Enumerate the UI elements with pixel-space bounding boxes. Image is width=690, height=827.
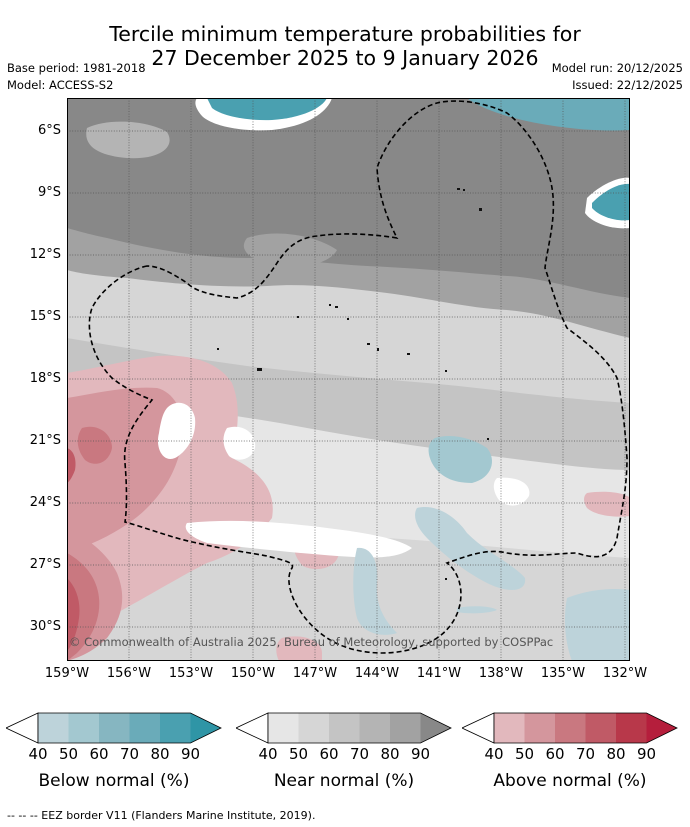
colorbar-under-triangle xyxy=(6,713,38,743)
above-swatch-80 xyxy=(616,713,647,743)
below-normal-colorbar xyxy=(6,712,222,744)
near-swatch-80 xyxy=(390,713,421,743)
near-normal-label: Near normal (%) xyxy=(236,771,452,791)
lat-label: 15°S xyxy=(0,309,61,324)
near-swatch-40 xyxy=(268,713,299,743)
lat-label: 30°S xyxy=(0,619,61,634)
near-tick: 80 xyxy=(375,745,405,763)
below-swatch-40 xyxy=(38,713,69,743)
below-normal-40-southeast xyxy=(565,589,630,661)
below-tick: 50 xyxy=(54,745,84,763)
title-line-1: Tercile minimum temperature probabilitie… xyxy=(0,22,690,46)
above-tick: 90 xyxy=(632,745,662,763)
above-swatch-70 xyxy=(586,713,617,743)
below-tick: 90 xyxy=(176,745,206,763)
below-tick: 40 xyxy=(23,745,53,763)
lon-label: 147°W xyxy=(285,666,345,681)
above-swatch-40 xyxy=(494,713,525,743)
meta-left: Base period: 1981-2018 Model: ACCESS-S2 xyxy=(7,60,146,94)
lat-label: 21°S xyxy=(0,433,61,448)
lon-label: 135°W xyxy=(533,666,593,681)
above-swatch-60 xyxy=(555,713,586,743)
lon-label: 159°W xyxy=(37,666,97,681)
above-tick: 70 xyxy=(571,745,601,763)
lat-label: 27°S xyxy=(0,557,61,572)
lat-label: 18°S xyxy=(0,371,61,386)
near-tick: 60 xyxy=(314,745,344,763)
near-tick: 40 xyxy=(253,745,283,763)
lon-label: 144°W xyxy=(347,666,407,681)
probability-map: © Commonwealth of Australia 2025, Bureau… xyxy=(67,98,630,661)
near-swatch-90 xyxy=(421,713,452,743)
below-swatch-60 xyxy=(99,713,130,743)
below-tick: 70 xyxy=(115,745,145,763)
below-swatch-80 xyxy=(160,713,191,743)
eez-footnote: -- -- -- EEZ border V11 (Flanders Marine… xyxy=(7,809,315,822)
copyright-text: © Commonwealth of Australia 2025, Bureau… xyxy=(69,635,553,649)
lon-label: 150°W xyxy=(223,666,283,681)
colorbar-under-triangle xyxy=(462,713,494,743)
model-name: Model: ACCESS-S2 xyxy=(7,77,146,94)
below-swatch-90 xyxy=(191,713,222,743)
above-normal-label: Above normal (%) xyxy=(462,771,678,791)
below-swatch-70 xyxy=(130,713,161,743)
below-swatch-50 xyxy=(69,713,100,743)
above-swatch-50 xyxy=(525,713,556,743)
model-run: Model run: 20/12/2025 xyxy=(552,60,683,77)
colorbar-under-triangle xyxy=(236,713,268,743)
lat-label: 9°S xyxy=(0,185,61,200)
below-normal-label: Below normal (%) xyxy=(6,771,222,791)
meta-right: Model run: 20/12/2025 Issued: 22/12/2025 xyxy=(552,60,683,94)
near-tick: 70 xyxy=(345,745,375,763)
above-swatch-90 xyxy=(647,713,678,743)
lon-label: 156°W xyxy=(99,666,159,681)
near-normal-colorbar xyxy=(236,712,452,744)
near-swatch-70 xyxy=(360,713,391,743)
lon-label: 138°W xyxy=(471,666,531,681)
near-tick: 90 xyxy=(406,745,436,763)
below-tick: 80 xyxy=(145,745,175,763)
above-tick: 50 xyxy=(510,745,540,763)
lat-label: 6°S xyxy=(0,123,61,138)
above-tick: 80 xyxy=(601,745,631,763)
lon-label: 153°W xyxy=(161,666,221,681)
below-tick: 60 xyxy=(84,745,114,763)
above-tick: 60 xyxy=(540,745,570,763)
lon-label: 132°W xyxy=(595,666,655,681)
near-tick: 50 xyxy=(284,745,314,763)
base-period: Base period: 1981-2018 xyxy=(7,60,146,77)
lat-label: 24°S xyxy=(0,495,61,510)
issued-date: Issued: 22/12/2025 xyxy=(552,77,683,94)
above-tick: 40 xyxy=(479,745,509,763)
near-swatch-50 xyxy=(299,713,330,743)
near-swatch-60 xyxy=(329,713,360,743)
above-normal-colorbar xyxy=(462,712,678,744)
lat-label: 12°S xyxy=(0,247,61,262)
lon-label: 141°W xyxy=(409,666,469,681)
